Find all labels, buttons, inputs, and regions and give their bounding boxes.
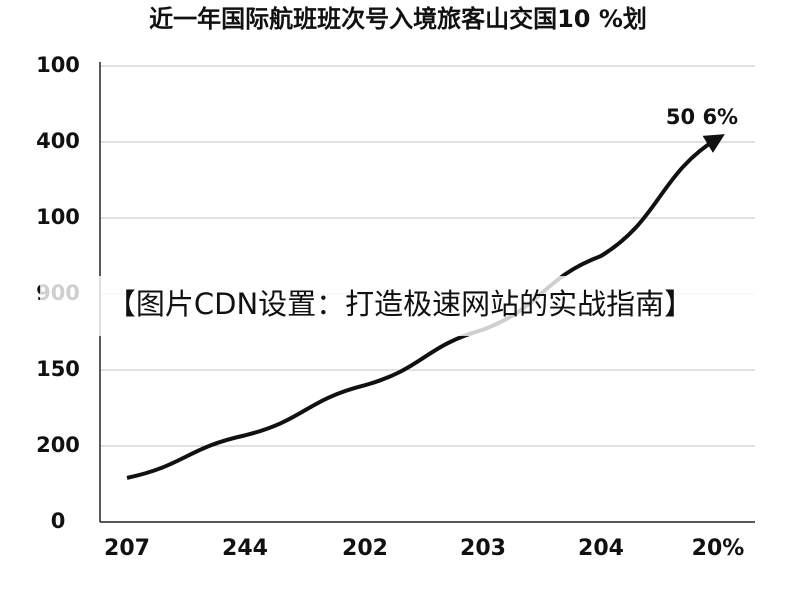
- x-tick-label: 207: [104, 536, 150, 561]
- x-tick-label: 20%: [692, 536, 745, 561]
- x-tick-label: 203: [460, 536, 506, 561]
- y-tick-label: 100: [36, 205, 80, 229]
- y-tick-label: 0: [51, 509, 66, 533]
- y-tick-label: 400: [36, 129, 80, 153]
- chart-title: 近一年国际航班班次号入境旅客山交国10 %划: [149, 5, 647, 33]
- annotation: 50 6%: [666, 105, 738, 129]
- y-tick-label: 150: [36, 357, 80, 381]
- y-tick-label: 100: [36, 53, 80, 77]
- banner-background: [40, 276, 770, 336]
- x-tick-label: 204: [578, 536, 624, 561]
- data-line: [126, 134, 725, 480]
- x-tick-label: 202: [342, 536, 388, 561]
- banner-text: 【图片CDN设置：打造极速网站的实战指南】: [107, 287, 693, 321]
- y-tick-label: 200: [36, 433, 80, 457]
- x-tick-label: 244: [222, 536, 268, 561]
